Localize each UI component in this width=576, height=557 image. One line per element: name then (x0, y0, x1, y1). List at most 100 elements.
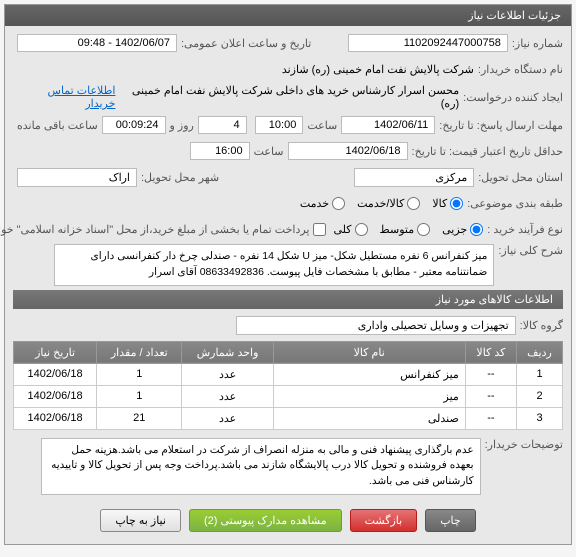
print-button[interactable]: چاپ (425, 509, 476, 532)
hours-remain: 00:09:24 (102, 116, 166, 134)
desc-value: میز کنفرانس 6 نفره مستطیل شکل- میز U شکل… (54, 244, 494, 286)
payment-note-check[interactable]: پرداخت تمام یا بخشی از مبلغ خرید،از محل … (0, 223, 326, 236)
col-date: تاریخ نیاز (14, 341, 97, 363)
time-label-2: ساعت (254, 145, 284, 158)
budget-work-radio[interactable] (332, 197, 345, 210)
process-mid-radio[interactable] (417, 223, 430, 236)
cell: 21 (97, 407, 182, 429)
payment-checkbox[interactable] (313, 223, 326, 236)
announce-label: تاریخ و ساعت اعلان عمومی: (181, 37, 311, 50)
table-row[interactable]: 2 -- میز عدد 1 1402/06/18 (14, 385, 563, 407)
cell: 1 (97, 363, 182, 385)
process-mid-option[interactable]: متوسط (380, 223, 431, 236)
cell: 3 (517, 407, 563, 429)
details-panel: جزئیات اطلاعات نیاز شماره نیاز: 11020924… (4, 4, 572, 545)
row-deadline-send: مهلت ارسال پاسخ: تا تاریخ: 1402/06/11 سا… (13, 114, 563, 136)
goods-group-value: تجهیزات و وسایل تحصیلی واداری (236, 316, 516, 335)
payment-note: پرداخت تمام یا بخشی از مبلغ خرید،از محل … (0, 223, 310, 236)
budget-service-radio[interactable] (407, 197, 420, 210)
delivery-city-value: اراک (17, 168, 137, 187)
goods-table: ردیف کد کالا نام کالا واحد شمارش تعداد /… (13, 341, 563, 430)
days-label: روز و (170, 119, 194, 132)
requester-label: ایجاد کننده درخواست: (463, 91, 563, 104)
col-qty: تعداد / مقدار (97, 341, 182, 363)
budget-goods-option[interactable]: کالا (432, 197, 463, 210)
row-buyer: نام دستگاه خریدار: شرکت پالایش نفت امام … (13, 58, 563, 80)
delivery-city-label: شهر محل تحویل: (141, 171, 219, 184)
process-radio-group: جزیی متوسط کلی (334, 223, 484, 236)
table-row[interactable]: 1 -- میز کنفرانس عدد 1 1402/06/18 (14, 363, 563, 385)
cell: عدد (182, 385, 273, 407)
cell: 1 (97, 385, 182, 407)
deadline-price-time: 16:00 (190, 142, 250, 160)
process-full-label: کلی (334, 223, 352, 236)
row-requester: ایجاد کننده درخواست: محسن اسرار کارشناس … (13, 84, 563, 110)
cell: میز (273, 385, 465, 407)
cell: 1402/06/18 (14, 385, 97, 407)
cell: 1 (517, 363, 563, 385)
time-label-1: ساعت (307, 119, 337, 132)
deadline-price-date: 1402/06/18 (288, 142, 408, 160)
budget-goods-radio[interactable] (450, 197, 463, 210)
process-part-option[interactable]: جزیی (442, 223, 483, 236)
table-row[interactable]: 3 -- صندلی عدد 21 1402/06/18 (14, 407, 563, 429)
row-desc: شرح کلی نیاز: میز کنفرانس 6 نفره مستطیل … (13, 244, 563, 286)
col-row: ردیف (517, 341, 563, 363)
col-unit: واحد شمارش (182, 341, 273, 363)
buyer-label: نام دستگاه خریدار: (478, 63, 563, 76)
budget-goods-label: کالا (432, 197, 447, 210)
back-button[interactable]: بازگشت (350, 509, 418, 532)
cell: 2 (517, 385, 563, 407)
announce-value: 1402/06/07 - 09:48 (17, 34, 177, 52)
process-full-radio[interactable] (355, 223, 368, 236)
table-header-row: ردیف کد کالا نام کالا واحد شمارش تعداد /… (14, 341, 563, 363)
goods-tbody: 1 -- میز کنفرانس عدد 1 1402/06/18 2 -- م… (14, 363, 563, 429)
budget-service-label: کالا/خدمت (357, 197, 404, 210)
budget-service-option[interactable]: کالا/خدمت (357, 197, 420, 210)
cell: -- (465, 385, 516, 407)
budget-work-label: خدمت (300, 197, 329, 210)
col-code: کد کالا (465, 341, 516, 363)
cell: عدد (182, 407, 273, 429)
budget-label: طبقه بندی موضوعی: (467, 197, 563, 210)
row-buyer-notes: توضیحات خریدار: عدم بارگذاری پیشنهاد فنی… (13, 438, 563, 495)
row-delivery-state: استان محل تحویل: مرکزی شهر محل تحویل: ار… (13, 166, 563, 188)
deadline-send-time: 10:00 (255, 116, 304, 134)
hours-label: ساعت باقی مانده (17, 119, 98, 132)
row-budget: طبقه بندی موضوعی: کالا کالا/خدمت خدمت (13, 192, 563, 214)
button-bar: چاپ بازگشت مشاهده مدارک پیوستی (2) نیاز … (13, 499, 563, 538)
cell: 1402/06/18 (14, 407, 97, 429)
delivery-state-label: استان محل تحویل: (478, 171, 563, 184)
process-full-option[interactable]: کلی (334, 223, 368, 236)
cell: 1402/06/18 (14, 363, 97, 385)
need-no-value: 1102092447000758 (348, 34, 508, 52)
cell: -- (465, 407, 516, 429)
cell: -- (465, 363, 516, 385)
docs-button[interactable]: مشاهده مدارک پیوستی (2) (189, 509, 342, 532)
process-label: نوع فرآیند خرید : (487, 223, 563, 236)
process-part-radio[interactable] (470, 223, 483, 236)
process-mid-label: متوسط (380, 223, 415, 236)
goods-header: اطلاعات کالاهای مورد نیاز (13, 290, 563, 309)
goods-group-label: گروه کالا: (520, 319, 563, 332)
cell: میز کنفرانس (273, 363, 465, 385)
budget-work-option[interactable]: خدمت (300, 197, 345, 210)
row-need-no: شماره نیاز: 1102092447000758 تاریخ و ساع… (13, 32, 563, 54)
deadline-price-label: حداقل تاریخ اعتبار قیمت: تا تاریخ: (412, 145, 563, 158)
deadline-send-label: مهلت ارسال پاسخ: تا تاریخ: (439, 119, 563, 132)
cell: عدد (182, 363, 273, 385)
row-deadline-price: حداقل تاریخ اعتبار قیمت: تا تاریخ: 1402/… (13, 140, 563, 162)
delivery-state-value: مرکزی (354, 168, 474, 187)
days-remain: 4 (198, 116, 247, 134)
need-button[interactable]: نیاز به چاپ (100, 509, 181, 532)
desc-label: شرح کلی نیاز: (498, 244, 563, 257)
buyer-value: شرکت پالایش نفت امام خمینی (ره) شازند (282, 63, 474, 76)
col-name: نام کالا (273, 341, 465, 363)
buyer-notes-label: توضیحات خریدار: (485, 438, 563, 451)
requester-value: محسن اسرار کارشناس خرید های داخلی شرکت پ… (119, 84, 459, 110)
panel-title: جزئیات اطلاعات نیاز (5, 5, 571, 26)
cell: صندلی (273, 407, 465, 429)
row-goods-group: گروه کالا: تجهیزات و وسایل تحصیلی واداری (13, 315, 563, 337)
process-part-label: جزیی (442, 223, 467, 236)
contact-link[interactable]: اطلاعات تماس خریدار (17, 84, 115, 110)
